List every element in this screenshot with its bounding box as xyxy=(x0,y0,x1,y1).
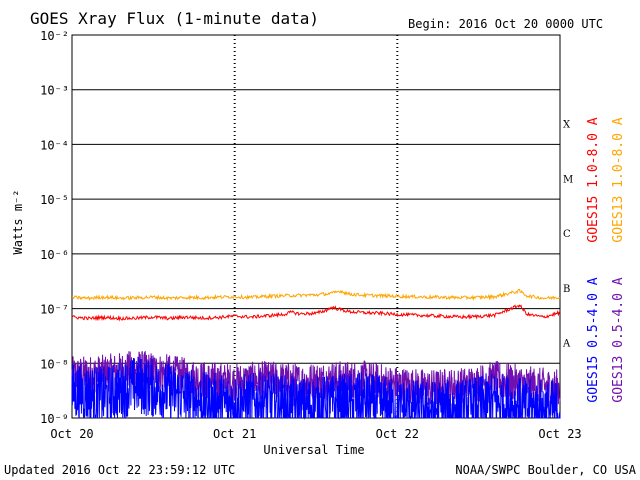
legend: GOES15 1.0-8.0 A GOES13 1.0-8.0 A GOES15 0… xyxy=(586,117,626,402)
y-tick-label-5: 10⁻⁴ xyxy=(40,138,69,152)
chart-title: GOES Xray Flux (1-minute data) xyxy=(30,9,319,28)
y-tick-label-6: 10⁻³ xyxy=(40,84,69,98)
y-tick-label-2: 10⁻⁷ xyxy=(40,303,69,317)
y-axis-label: Watts m⁻² xyxy=(11,189,25,254)
flare-class-x: X xyxy=(563,120,571,131)
x-axis: Oct 20 Oct 21 Oct 22 Oct 23 xyxy=(50,427,581,441)
begin-label: Begin: 2016 Oct 20 0000 UTC xyxy=(408,17,603,31)
x-tick-label-3: Oct 23 xyxy=(538,427,581,441)
y-axis: 10⁻⁹ 10⁻⁸ 10⁻⁷ 10⁻⁶ 10⁻⁵ 10⁻⁴ 10⁻³ 10⁻² xyxy=(40,29,69,426)
updated-timestamp: Updated 2016 Oct 22 23:59:12 UTC xyxy=(4,463,235,477)
flare-class-a: A xyxy=(562,338,571,349)
x-tick-label-0: Oct 20 xyxy=(50,427,93,441)
y-tick-label-3: 10⁻⁶ xyxy=(40,248,69,262)
flare-class-c: C xyxy=(563,229,571,240)
legend-entry-1: GOES13 1.0-8.0 A xyxy=(611,117,626,242)
series-line-0 xyxy=(71,304,561,322)
flare-class-labels: X M C B A xyxy=(562,120,573,350)
legend-entry-0: GOES15 1.0-8.0 A xyxy=(586,117,601,242)
x-axis-label: Universal Time xyxy=(263,443,364,457)
y-tick-label-0: 10⁻⁹ xyxy=(40,412,69,426)
series-line-1 xyxy=(71,288,561,302)
legend-entry-2: GOES15 0.5-4.0 A xyxy=(586,277,601,402)
y-tick-label-7: 10⁻² xyxy=(40,29,69,43)
x-tick-label-2: Oct 22 xyxy=(376,427,419,441)
series-group xyxy=(71,288,561,420)
series-line-2 xyxy=(71,356,561,420)
y-tick-label-1: 10⁻⁸ xyxy=(40,357,69,371)
legend-entry-3: GOES13 0.5-4.0 A xyxy=(611,277,626,402)
y-tick-label-4: 10⁻⁵ xyxy=(40,193,69,207)
source-credit: NOAA/SWPC Boulder, CO USA xyxy=(455,463,636,477)
x-tick-label-1: Oct 21 xyxy=(213,427,256,441)
flare-class-b: B xyxy=(563,284,570,295)
flare-class-m: M xyxy=(563,174,573,185)
